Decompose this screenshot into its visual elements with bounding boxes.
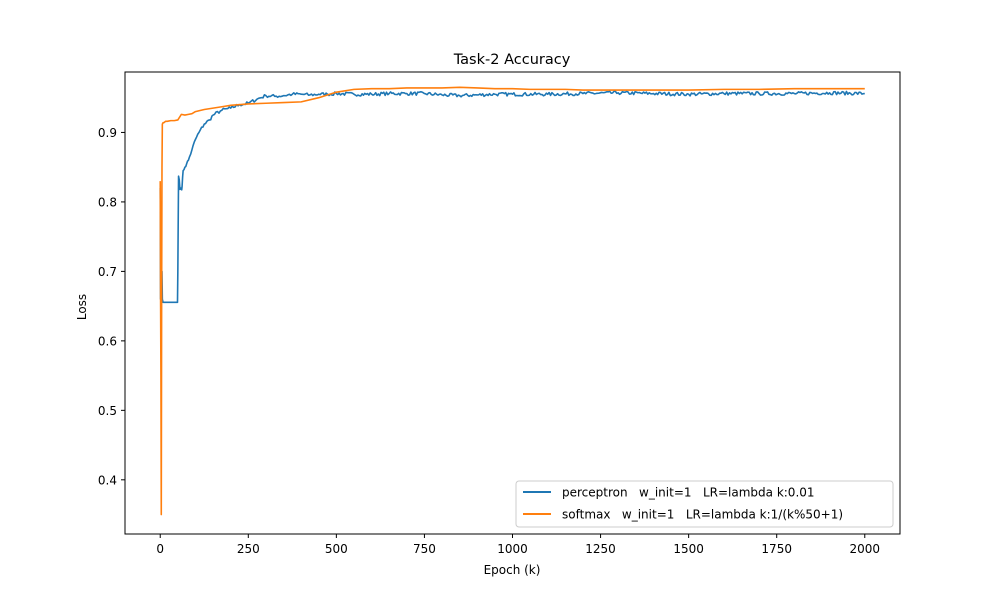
x-axis: 0 250 500 750 1000 1250 1500 1750 2000 bbox=[156, 534, 880, 556]
legend-label-softmax: softmax w_init=1 LR=lambda k:1/(k%50+1) bbox=[562, 508, 843, 522]
y-tick-label: 0.9 bbox=[98, 126, 117, 140]
x-tick-label: 1500 bbox=[673, 542, 704, 556]
y-axis-label: Loss bbox=[75, 294, 89, 320]
y-tick-label: 0.6 bbox=[98, 334, 117, 348]
x-tick-label: 1000 bbox=[497, 542, 528, 556]
series-line-softmax bbox=[159, 86, 865, 516]
legend-label-perceptron: perceptron w_init=1 LR=lambda k:0.01 bbox=[562, 486, 815, 500]
series-line-perceptron bbox=[159, 90, 865, 304]
x-tick-label: 0 bbox=[156, 542, 164, 556]
x-tick-label: 1750 bbox=[761, 542, 792, 556]
x-tick-label: 2000 bbox=[849, 542, 880, 556]
x-axis-label: Epoch (k) bbox=[484, 563, 541, 577]
legend: perceptron w_init=1 LR=lambda k:0.01 sof… bbox=[515, 480, 894, 528]
y-tick-label: 0.4 bbox=[98, 473, 117, 487]
y-axis: 0.4 0.5 0.6 0.7 0.8 0.9 bbox=[98, 126, 125, 487]
series-layer bbox=[159, 86, 865, 516]
chart-title: Task-2 Accuracy bbox=[453, 52, 571, 68]
y-tick-label: 0.7 bbox=[98, 265, 117, 279]
legend-box bbox=[515, 480, 894, 528]
y-tick-label: 0.5 bbox=[98, 404, 117, 418]
x-tick-label: 1250 bbox=[585, 542, 616, 556]
x-tick-label: 250 bbox=[237, 542, 260, 556]
x-tick-label: 500 bbox=[325, 542, 348, 556]
y-tick-label: 0.8 bbox=[98, 195, 117, 209]
x-tick-label: 750 bbox=[413, 542, 436, 556]
